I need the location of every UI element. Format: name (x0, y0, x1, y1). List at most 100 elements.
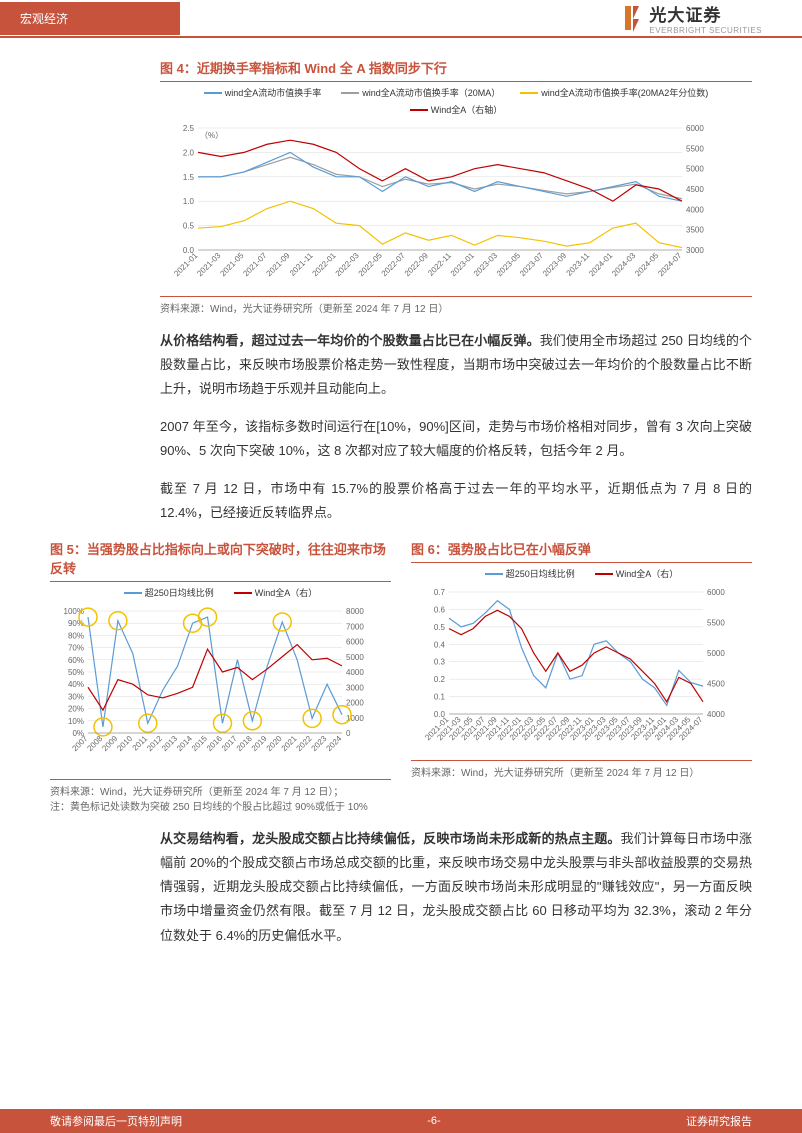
svg-text:70%: 70% (68, 644, 84, 653)
svg-text:6000: 6000 (686, 124, 704, 133)
svg-text:4000: 4000 (346, 668, 364, 677)
svg-text:7000: 7000 (346, 623, 364, 632)
svg-text:（%）: （%） (200, 131, 223, 140)
svg-text:2023-07: 2023-07 (518, 251, 546, 279)
svg-text:2010: 2010 (115, 734, 134, 753)
svg-text:2024-03: 2024-03 (610, 251, 638, 279)
svg-text:2.5: 2.5 (183, 124, 195, 133)
brand-block: 光大证券 EVERBRIGHT SECURITIES (621, 1, 802, 35)
svg-text:2023-09: 2023-09 (541, 251, 569, 279)
section-label: 宏观经济 (0, 2, 180, 35)
svg-text:40%: 40% (68, 681, 84, 690)
svg-text:5500: 5500 (686, 144, 704, 153)
svg-text:5500: 5500 (707, 619, 725, 628)
svg-text:2000: 2000 (346, 699, 364, 708)
svg-text:0.3: 0.3 (434, 658, 446, 667)
svg-text:2018: 2018 (235, 734, 254, 753)
svg-text:1.5: 1.5 (183, 173, 195, 182)
svg-text:0.2: 0.2 (434, 675, 446, 684)
svg-text:2023: 2023 (310, 734, 329, 753)
svg-text:2024: 2024 (324, 734, 343, 753)
svg-text:2017: 2017 (220, 734, 239, 753)
footer-right: 证券研究报告 (686, 1113, 752, 1129)
svg-text:2022-09: 2022-09 (403, 251, 431, 279)
fig6-chart: 超250日均线比例Wind全A（右） 0.00.10.20.30.40.50.6… (411, 567, 752, 754)
svg-text:3000: 3000 (686, 246, 704, 255)
fig4-label: 图 4：近期换手率指标和 Wind 全 A 指数同步下行 (160, 58, 752, 82)
svg-text:3000: 3000 (346, 684, 364, 693)
svg-text:2022-05: 2022-05 (357, 251, 385, 279)
svg-text:2019: 2019 (250, 734, 269, 753)
svg-text:80%: 80% (68, 632, 84, 641)
svg-text:1.0: 1.0 (183, 197, 195, 206)
svg-text:2021-09: 2021-09 (264, 251, 292, 279)
svg-text:20%: 20% (68, 705, 84, 714)
svg-text:2022-11: 2022-11 (426, 251, 453, 278)
svg-text:2021-11: 2021-11 (288, 251, 315, 278)
svg-text:2014: 2014 (175, 734, 194, 753)
svg-text:2011: 2011 (131, 734, 150, 753)
paragraph-1: 从价格结构看，超过过去一年均价的个股数量占比已在小幅反弹。我们使用全市场超过 2… (160, 329, 752, 401)
brand-logo-icon (621, 4, 643, 32)
svg-text:50%: 50% (68, 668, 84, 677)
svg-text:6000: 6000 (346, 638, 364, 647)
svg-text:6000: 6000 (707, 588, 725, 597)
svg-text:2021-05: 2021-05 (218, 251, 246, 279)
fig5-chart: 超250日均线比例Wind全A（右） 0%10%20%30%40%50%60%7… (50, 586, 391, 773)
fig6-source: 资料来源：Wind，光大证券研究所（更新至 2024 年 7 月 12 日） (411, 760, 752, 779)
paragraph-3: 截至 7 月 12 日，市场中有 15.7%的股票价格高于过去一年的平均水平，近… (160, 477, 752, 525)
svg-text:10%: 10% (68, 717, 84, 726)
svg-text:4500: 4500 (686, 185, 704, 194)
svg-text:2021-03: 2021-03 (195, 251, 223, 279)
svg-text:2022: 2022 (295, 734, 314, 753)
fig4-chart: wind全A流动市值换手率wind全A流动市值换手率（20MA）wind全A流动… (160, 86, 752, 290)
svg-text:2022-01: 2022-01 (311, 251, 339, 279)
svg-text:2016: 2016 (205, 734, 224, 753)
svg-text:5000: 5000 (707, 649, 725, 658)
svg-text:4000: 4000 (707, 710, 725, 719)
page-header: 宏观经济 光大证券 EVERBRIGHT SECURITIES (0, 0, 802, 38)
svg-text:0.4: 0.4 (434, 641, 446, 650)
svg-text:2021: 2021 (280, 734, 299, 753)
svg-text:8000: 8000 (346, 607, 364, 616)
svg-text:2012: 2012 (145, 734, 164, 753)
brand-name: 光大证券 (649, 1, 762, 26)
footer-left: 敬请参阅最后一页特别声明 (50, 1113, 182, 1129)
fig5-label: 图 5：当强势股占比指标向上或向下突破时，往往迎来市场反转 (50, 539, 391, 582)
svg-text:2023-01: 2023-01 (449, 251, 477, 279)
svg-text:2022-07: 2022-07 (380, 251, 408, 279)
svg-text:4000: 4000 (686, 205, 704, 214)
svg-text:0.7: 0.7 (434, 588, 446, 597)
fig6-label: 图 6：强势股占比已在小幅反弹 (411, 539, 752, 563)
svg-text:5000: 5000 (346, 653, 364, 662)
footer-center: -6- (427, 1115, 440, 1127)
svg-text:2021-07: 2021-07 (241, 251, 269, 279)
svg-text:4500: 4500 (707, 680, 725, 689)
paragraph-2: 2007 年至今，该指标多数时间运行在[10%，90%]区间，走势与市场价格相对… (160, 415, 752, 463)
svg-text:2.0: 2.0 (183, 148, 195, 157)
svg-text:0.5: 0.5 (183, 222, 195, 231)
svg-text:2022-03: 2022-03 (334, 251, 362, 279)
svg-text:3500: 3500 (686, 226, 704, 235)
svg-text:2020: 2020 (265, 734, 284, 753)
svg-text:5000: 5000 (686, 165, 704, 174)
svg-text:0: 0 (346, 729, 351, 738)
svg-text:60%: 60% (68, 656, 84, 665)
fig5-source: 资料来源：Wind，光大证券研究所（更新至 2024 年 7 月 12 日）； … (50, 779, 391, 813)
svg-text:2024-05: 2024-05 (633, 251, 661, 279)
svg-text:2023-11: 2023-11 (565, 251, 592, 278)
page-footer: 敬请参阅最后一页特别声明 -6- 证券研究报告 (0, 1109, 802, 1133)
svg-text:0.6: 0.6 (434, 606, 446, 615)
paragraph-4: 从交易结构看，龙头股成交额占比持续偏低，反映市场尚未形成新的热点主题。我们计算每… (160, 827, 752, 947)
svg-text:2015: 2015 (190, 734, 209, 753)
svg-text:2013: 2013 (160, 734, 179, 753)
brand-sub: EVERBRIGHT SECURITIES (649, 26, 762, 35)
fig4-source: 资料来源：Wind，光大证券研究所（更新至 2024 年 7 月 12 日） (160, 296, 752, 315)
svg-text:2023-03: 2023-03 (472, 251, 500, 279)
svg-text:2024-01: 2024-01 (587, 251, 615, 279)
svg-text:0.1: 0.1 (434, 693, 446, 702)
svg-text:0.5: 0.5 (434, 623, 446, 632)
svg-text:30%: 30% (68, 693, 84, 702)
svg-text:2023-05: 2023-05 (495, 251, 523, 279)
svg-text:2024-07: 2024-07 (656, 251, 684, 279)
